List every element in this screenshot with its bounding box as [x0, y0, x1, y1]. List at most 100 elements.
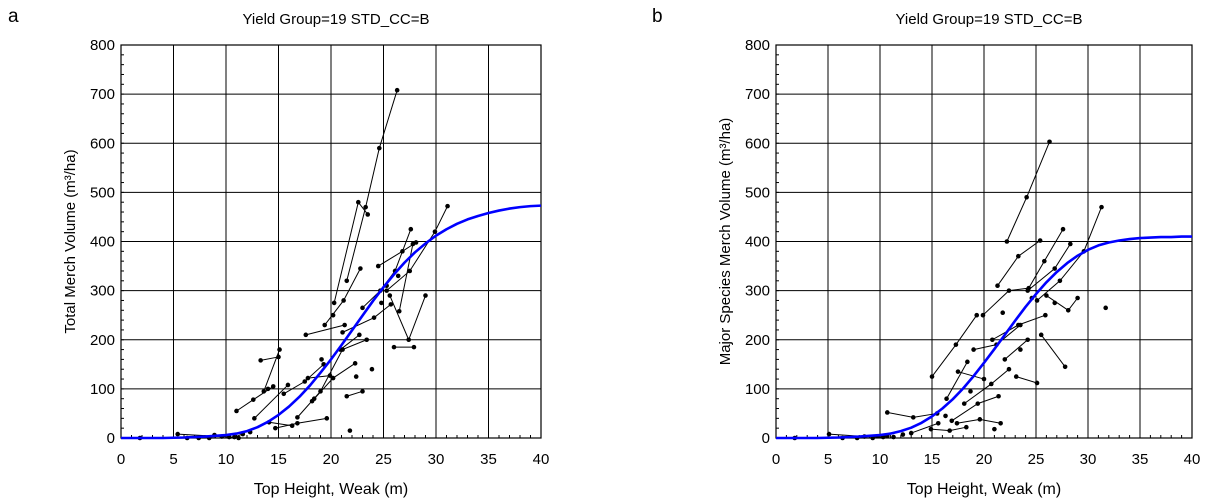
observation-point [445, 203, 450, 209]
observation-point [884, 410, 890, 415]
y-tick-label: 700 [745, 86, 770, 103]
observation-series-9 [1036, 206, 1102, 301]
observation-point [954, 420, 960, 426]
observation-point [1062, 364, 1068, 370]
observation-point [955, 369, 961, 374]
observation-point [331, 300, 337, 306]
observation-series-17 [911, 422, 939, 434]
observation-point [1006, 366, 1012, 372]
observation-point [410, 241, 416, 247]
observation-series-11 [386, 205, 448, 292]
observation-point [998, 420, 1003, 426]
x-tick-label: 40 [533, 451, 550, 468]
observation-point [396, 308, 402, 314]
observation-point [990, 337, 995, 343]
observation-point [1025, 337, 1030, 343]
observation-point [277, 347, 282, 352]
observation-point [975, 401, 981, 406]
y-tick-label: 300 [90, 283, 115, 300]
observation-point [947, 428, 952, 433]
x-axis-label: Top Height, Weak (m) [907, 481, 1061, 498]
observation-point [387, 293, 393, 298]
panel-label-a: a [8, 6, 19, 27]
observation-point [344, 278, 350, 284]
observation-series-26 [346, 390, 363, 397]
y-tick-label: 800 [90, 37, 115, 54]
x-tick-label: 10 [872, 451, 889, 468]
x-tick-label: 15 [924, 451, 941, 468]
observation-point [265, 386, 271, 392]
y-tick-label: 300 [745, 283, 770, 300]
observation-point [377, 145, 382, 151]
observation-point [1060, 226, 1066, 232]
y-tick-label: 0 [107, 430, 115, 447]
y-tick-label: 100 [745, 381, 770, 398]
observation-point [360, 389, 365, 394]
observation-series-7 [305, 324, 345, 336]
observation-point [371, 315, 377, 320]
observation-point [234, 408, 239, 414]
chart-panel-b: b 0 5 10 15 20 25 30 35 40 0 100 200 300 400 500 600 700… [650, 0, 1211, 502]
observation-point [322, 322, 328, 328]
observation-point [1018, 322, 1023, 328]
observation-point [943, 413, 948, 419]
observation-point [1006, 288, 1012, 293]
observation-point [360, 305, 365, 311]
observation-point [996, 393, 1001, 399]
observation-point [406, 337, 412, 343]
observation-point [988, 381, 994, 387]
observation-point [1075, 295, 1080, 301]
observation-point [1043, 312, 1048, 318]
observation-point [965, 359, 970, 365]
observation-point [330, 312, 336, 318]
observation-point [411, 344, 417, 350]
observation-point [305, 375, 311, 381]
observation-series-19 [872, 435, 888, 439]
observation-point [258, 358, 263, 363]
observation-point [330, 375, 336, 381]
observation-point [1057, 278, 1063, 284]
observation-point [891, 434, 896, 440]
observation-point [949, 418, 955, 424]
observation-point [252, 416, 257, 421]
y-axis-label: Total Merch Volume (m³/ha) [62, 149, 79, 333]
y-tick-label: 400 [745, 234, 770, 251]
observation-point [929, 374, 935, 379]
observation-point [995, 283, 1000, 289]
observation-series-12 [1016, 376, 1038, 384]
observation-point [394, 87, 400, 93]
observation-point [319, 357, 324, 362]
observation-point [1103, 305, 1108, 311]
observation-point [1037, 238, 1043, 243]
observation-point [388, 302, 394, 307]
observation-point [981, 376, 987, 382]
observation-series-1 [346, 90, 398, 281]
x-tick-label: 20 [323, 451, 340, 468]
observation-point [324, 416, 330, 421]
x-tick-label: 35 [480, 451, 497, 468]
observation-point [295, 420, 300, 426]
observation-point [953, 342, 959, 347]
observation-point [1016, 253, 1021, 259]
observation-point [391, 344, 397, 350]
observation-point [1099, 204, 1104, 210]
observation-point [318, 389, 323, 394]
x-tick-label: 0 [772, 451, 780, 468]
observation-point [964, 424, 969, 430]
observation-point [944, 396, 949, 402]
observation-point [369, 366, 375, 372]
x-tick-label: 25 [1028, 451, 1045, 468]
observation-point [408, 226, 414, 232]
observation-point [375, 263, 381, 269]
observation-point [910, 415, 916, 420]
x-axis-label: Top Height, Weak (m) [254, 481, 408, 498]
observation-point [276, 354, 281, 360]
observation-point [1042, 258, 1047, 264]
observation-point [365, 212, 371, 217]
observation-point [977, 417, 983, 422]
x-tick-label: 0 [117, 451, 125, 468]
observation-series-21 [1004, 339, 1029, 360]
plot-frame [775, 44, 1193, 439]
observation-point [1013, 374, 1019, 379]
x-tick-label: 5 [824, 451, 832, 468]
